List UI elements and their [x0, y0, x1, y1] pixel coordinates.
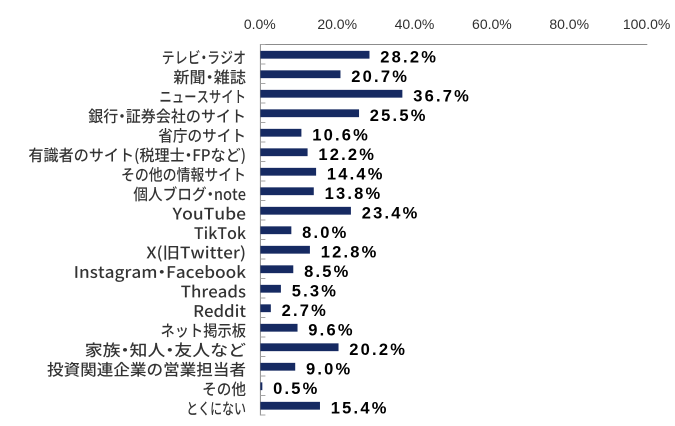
svg-text:5.3%: 5.3%	[292, 282, 338, 300]
svg-text:2.7%: 2.7%	[282, 302, 328, 320]
svg-text:15.4%: 15.4%	[331, 399, 389, 417]
svg-text:8.0%: 8.0%	[302, 224, 348, 242]
svg-text:80.0%: 80.0%	[549, 16, 589, 32]
svg-text:12.2%: 12.2%	[318, 146, 376, 164]
svg-text:20.7%: 20.7%	[351, 68, 409, 86]
svg-text:14.4%: 14.4%	[327, 165, 385, 183]
svg-text:25.5%: 25.5%	[370, 107, 428, 125]
svg-text:28.2%: 28.2%	[380, 49, 438, 67]
svg-text:23.4%: 23.4%	[362, 204, 420, 222]
svg-text:40.0%: 40.0%	[395, 16, 435, 32]
svg-text:8.5%: 8.5%	[304, 263, 350, 281]
svg-text:12.8%: 12.8%	[321, 243, 379, 261]
svg-text:100.0%: 100.0%	[623, 16, 670, 32]
svg-text:13.8%: 13.8%	[325, 185, 383, 203]
svg-text:20.2%: 20.2%	[349, 341, 407, 359]
svg-text:36.7%: 36.7%	[413, 88, 471, 106]
svg-text:0.5%: 0.5%	[273, 380, 319, 398]
svg-text:60.0%: 60.0%	[472, 16, 512, 32]
svg-text:9.0%: 9.0%	[306, 360, 352, 378]
svg-text:9.6%: 9.6%	[308, 321, 354, 339]
svg-text:0.0%: 0.0%	[244, 16, 276, 32]
svg-text:10.6%: 10.6%	[312, 126, 370, 144]
svg-text:20.0%: 20.0%	[317, 16, 357, 32]
